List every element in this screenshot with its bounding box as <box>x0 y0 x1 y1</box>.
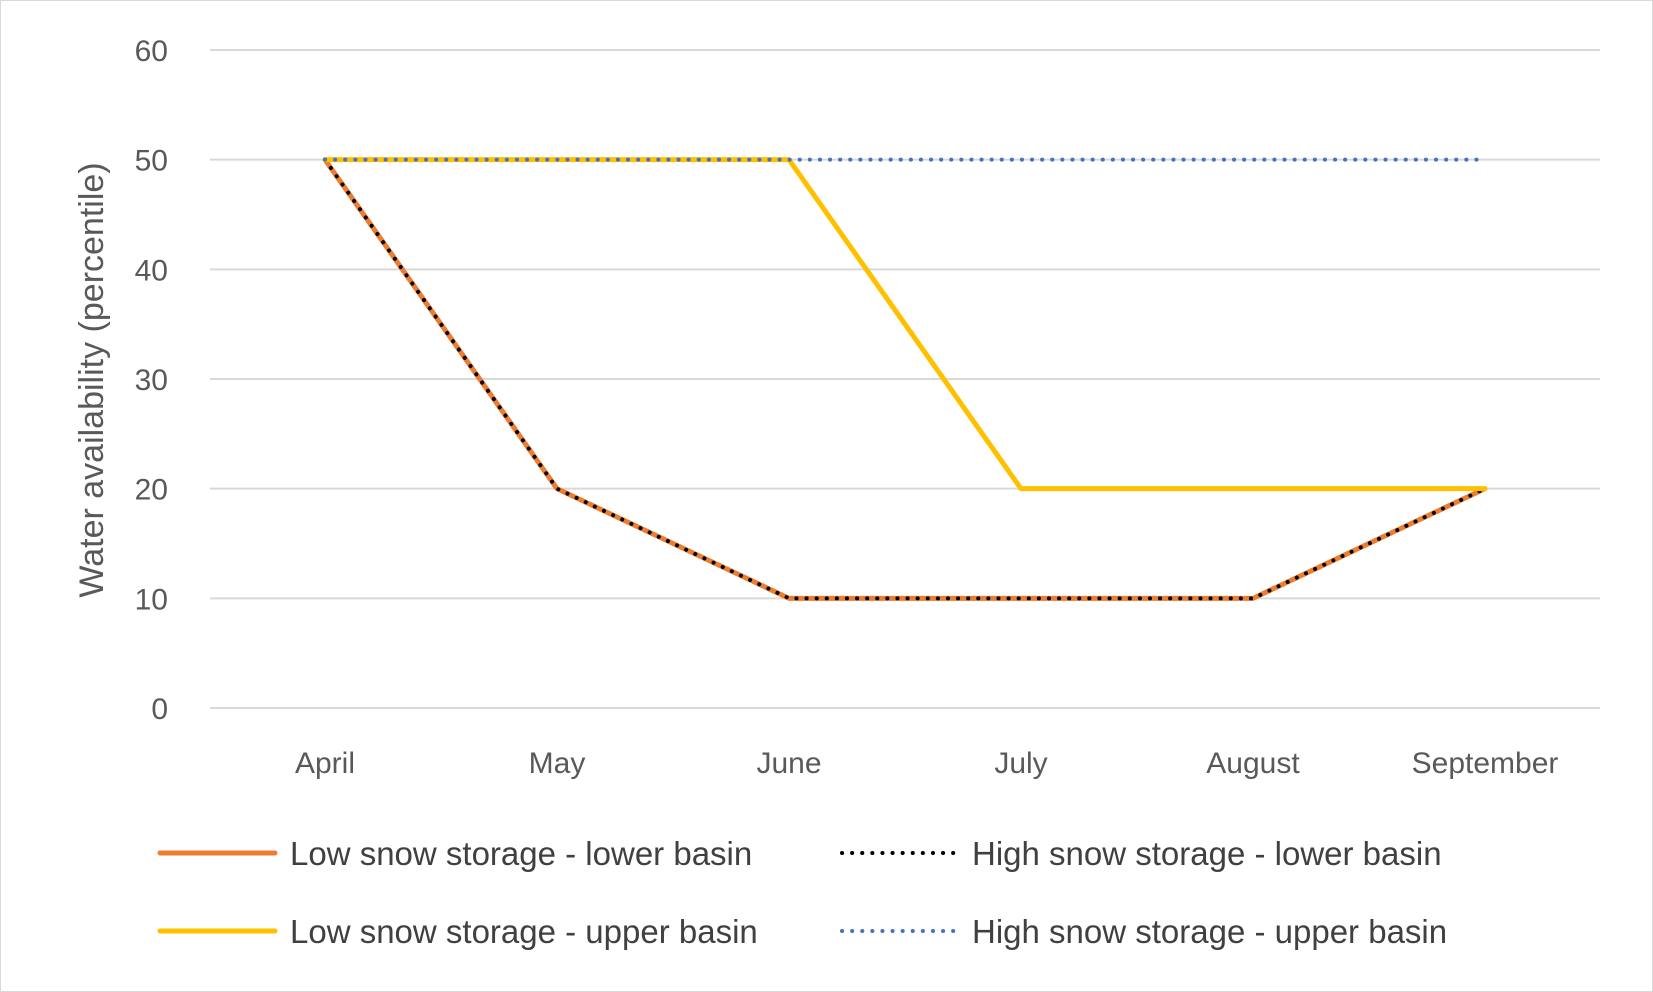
x-tick-label: April <box>295 747 355 780</box>
gridlines <box>210 49 1600 709</box>
series-line-3 <box>322 157 1488 492</box>
legend-label: High snow storage - lower basin <box>972 835 1442 872</box>
series-lines <box>322 157 1488 601</box>
series-line-1 <box>322 157 1488 601</box>
x-tick-labels: April May June July August September <box>295 747 1558 780</box>
legend: Low snow storage - lower basin High snow … <box>157 835 1447 950</box>
y-tick-label: 60 <box>135 35 168 68</box>
x-tick-label: August <box>1206 747 1300 780</box>
legend-item: High snow storage - lower basin <box>840 835 1442 872</box>
x-tick-label: June <box>756 747 821 780</box>
y-tick-label: 10 <box>135 583 168 616</box>
x-tick-label: September <box>1412 747 1559 780</box>
legend-label: Low snow storage - lower basin <box>290 835 752 872</box>
x-tick-label: May <box>529 747 586 780</box>
y-axis-title: Water availability (percentile) <box>73 162 111 597</box>
legend-item: Low snow storage - lower basin <box>157 835 752 872</box>
y-tick-label: 0 <box>151 693 168 726</box>
y-tick-label: 30 <box>135 364 168 397</box>
legend-item: Low snow storage - upper basin <box>157 913 758 950</box>
y-tick-label: 20 <box>135 474 168 507</box>
y-tick-label: 50 <box>135 145 168 178</box>
legend-label: Low snow storage - upper basin <box>290 913 758 950</box>
y-tick-labels: 0 10 20 30 40 50 60 <box>135 35 168 726</box>
legend-label: High snow storage - upper basin <box>972 913 1447 950</box>
y-tick-label: 40 <box>135 254 168 287</box>
legend-item: High snow storage - upper basin <box>840 913 1447 950</box>
x-tick-label: July <box>994 747 1047 780</box>
